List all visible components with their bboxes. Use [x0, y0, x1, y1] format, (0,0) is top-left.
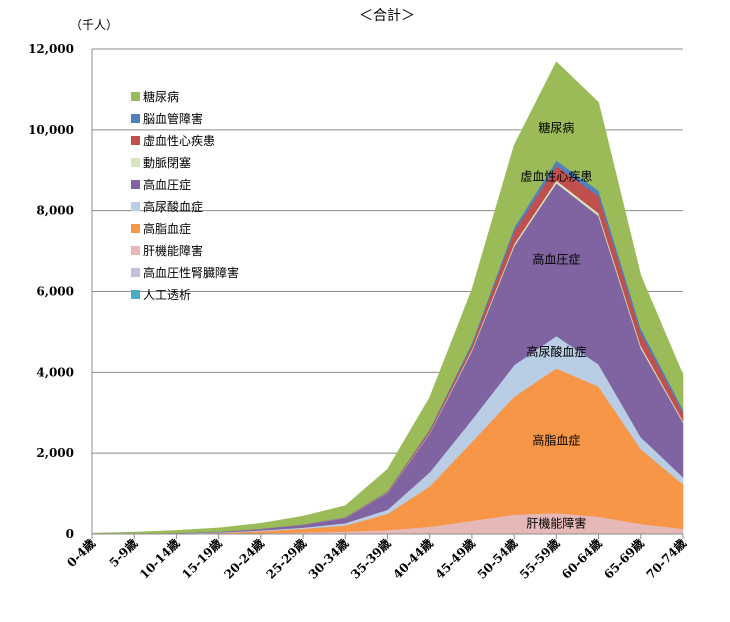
legend-label: 高血圧症	[143, 177, 191, 192]
chart-title: ＜合計＞	[359, 8, 415, 24]
x-tick-label: 25-29歳	[263, 536, 309, 582]
x-tick-label: 10-14歳	[136, 536, 182, 582]
legend-label: 高尿酸血症	[143, 199, 203, 214]
x-tick-label: 15-19歳	[179, 536, 225, 582]
legend: 糖尿病脳血管障害虚血性心疾患動脈閉塞高血圧症高尿酸血症高脂血症肝機能障害高血圧性…	[131, 89, 239, 302]
x-tick-label: 40-44歳	[390, 536, 436, 582]
y-tick-label: 12,000	[28, 42, 74, 56]
y-tick-label: 6,000	[36, 285, 74, 299]
area-series	[91, 61, 684, 535]
legend-swatch	[131, 224, 140, 233]
unit-label: （千人）	[70, 18, 118, 32]
y-tick-labels: 0 2,000 4,000 6,000 8,000 10,000 12,000	[28, 42, 74, 541]
area-annotation: 肝機能障害	[526, 515, 586, 530]
y-tick-label: 8,000	[36, 204, 74, 218]
x-tick-label: 60-64歳	[558, 536, 604, 582]
legend-swatch	[131, 202, 140, 211]
area-annotation: 高血圧症	[532, 252, 580, 267]
y-tick-label: 10,000	[28, 123, 74, 137]
x-tick-label: 30-34歳	[305, 536, 351, 582]
x-tick-label: 55-59歳	[516, 536, 562, 582]
legend-label: 肝機能障害	[143, 243, 203, 258]
x-tick-label: 45-49歳	[432, 536, 478, 582]
legend-swatch	[131, 92, 140, 101]
legend-swatch	[131, 114, 140, 123]
legend-swatch	[131, 136, 140, 145]
legend-label: 糖尿病	[143, 89, 179, 104]
legend-label: 高脂血症	[143, 221, 191, 236]
y-tick-label: 4,000	[36, 365, 74, 379]
area-series-9	[91, 61, 684, 535]
area-annotation: 高尿酸血症	[526, 344, 586, 359]
x-tick-label: 20-24歳	[221, 536, 267, 582]
legend-swatch	[131, 246, 140, 255]
x-tick-label: 35-39歳	[347, 536, 393, 582]
x-tick-label: 70-74歳	[643, 536, 689, 582]
x-tick-label: 50-54歳	[474, 536, 520, 582]
axes	[91, 49, 684, 539]
y-tick-label: 2,000	[36, 446, 74, 460]
legend-label: 人工透析	[143, 288, 191, 302]
x-tick-label: 65-69歳	[601, 536, 647, 582]
area-annotation: 虚血性心疾患	[520, 168, 592, 183]
legend-label: 動脈閉塞	[143, 155, 191, 170]
legend-swatch	[131, 158, 140, 167]
x-tick-label: 5-9歳	[106, 536, 140, 570]
legend-label: 虚血性心疾患	[143, 133, 215, 148]
x-tick-labels: 0-4歳 5-9歳10-14歳15-19歳20-24歳25-29歳30-34歳35…	[64, 536, 689, 582]
legend-label: 脳血管障害	[143, 111, 203, 126]
legend-swatch	[131, 180, 140, 189]
legend-swatch	[131, 268, 140, 277]
legend-swatch	[131, 290, 140, 299]
area-annotation: 高脂血症	[532, 433, 580, 448]
legend-label: 高血圧性腎臓障害	[143, 265, 239, 280]
y-tick-label: 0	[66, 527, 74, 541]
area-annotation: 糖尿病	[538, 120, 574, 135]
